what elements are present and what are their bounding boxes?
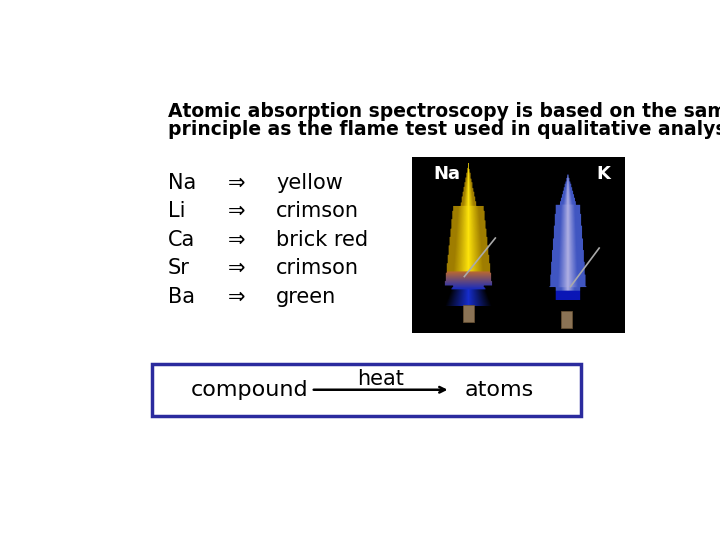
Text: Ba: Ba	[168, 287, 194, 307]
Text: Sr: Sr	[168, 258, 189, 278]
Text: ⇒: ⇒	[228, 173, 246, 193]
Text: crimson: crimson	[276, 201, 359, 221]
Text: ⇒: ⇒	[228, 258, 246, 278]
Text: K: K	[596, 165, 610, 183]
Text: principle as the flame test used in qualitative analysis.: principle as the flame test used in qual…	[168, 120, 720, 139]
Text: Ca: Ca	[168, 230, 194, 249]
Text: ⇒: ⇒	[228, 230, 246, 249]
FancyBboxPatch shape	[561, 311, 572, 328]
FancyBboxPatch shape	[412, 157, 625, 333]
Text: compound: compound	[191, 380, 308, 400]
FancyBboxPatch shape	[463, 305, 474, 322]
FancyBboxPatch shape	[152, 363, 580, 416]
Text: heat: heat	[357, 369, 404, 389]
Text: green: green	[276, 287, 336, 307]
Text: ⇒: ⇒	[228, 287, 246, 307]
Text: yellow: yellow	[276, 173, 343, 193]
Text: brick red: brick red	[276, 230, 368, 249]
Text: Li: Li	[168, 201, 185, 221]
Text: atoms: atoms	[464, 380, 534, 400]
Text: ⇒: ⇒	[228, 201, 246, 221]
Text: Na: Na	[433, 165, 460, 183]
Text: Atomic absorption spectroscopy is based on the same: Atomic absorption spectroscopy is based …	[168, 102, 720, 121]
Text: Na: Na	[168, 173, 196, 193]
Text: crimson: crimson	[276, 258, 359, 278]
